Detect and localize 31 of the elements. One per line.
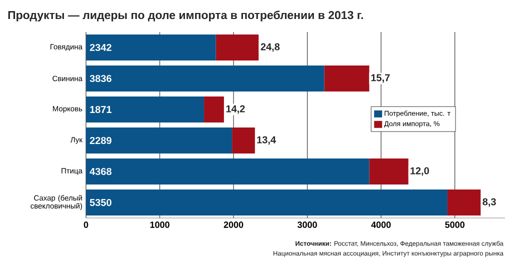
bar [447, 189, 481, 216]
bar [86, 65, 324, 92]
annotation: 8,3 [482, 198, 496, 207]
chart-title: Продукты — лидеры по доле импорта в потреблении в 2013 г. [8, 10, 363, 22]
annotation: 4368 [90, 168, 112, 176]
annotation: 3836 [90, 74, 112, 82]
bar [204, 96, 224, 123]
x-tick-label: 0 [84, 222, 88, 228]
annotation: 2289 [90, 136, 112, 144]
annotation: 15,7 [371, 74, 390, 83]
bar [86, 189, 448, 216]
bar [86, 158, 370, 185]
bar [324, 65, 370, 92]
annotation: 24,8 [260, 43, 280, 52]
x-tick-label: 5000 [445, 222, 464, 228]
x-tick-label: 2000 [224, 222, 244, 228]
annotation: 13,4 [257, 136, 276, 145]
annotation: 2342 [90, 44, 112, 52]
x-tick-label: 4000 [371, 222, 391, 228]
bar [216, 34, 259, 61]
annotation: 12,0 [410, 167, 429, 176]
bar [369, 158, 408, 185]
bar [86, 127, 232, 154]
annotation: 1871 [90, 106, 112, 114]
bar [86, 96, 204, 123]
annotation: 14,2 [226, 105, 245, 114]
x-tick-label: 3000 [298, 222, 317, 228]
bar [86, 34, 216, 61]
x-tick-label: 1000 [150, 222, 170, 228]
bar [232, 127, 255, 154]
annotation: 5350 [90, 198, 112, 206]
